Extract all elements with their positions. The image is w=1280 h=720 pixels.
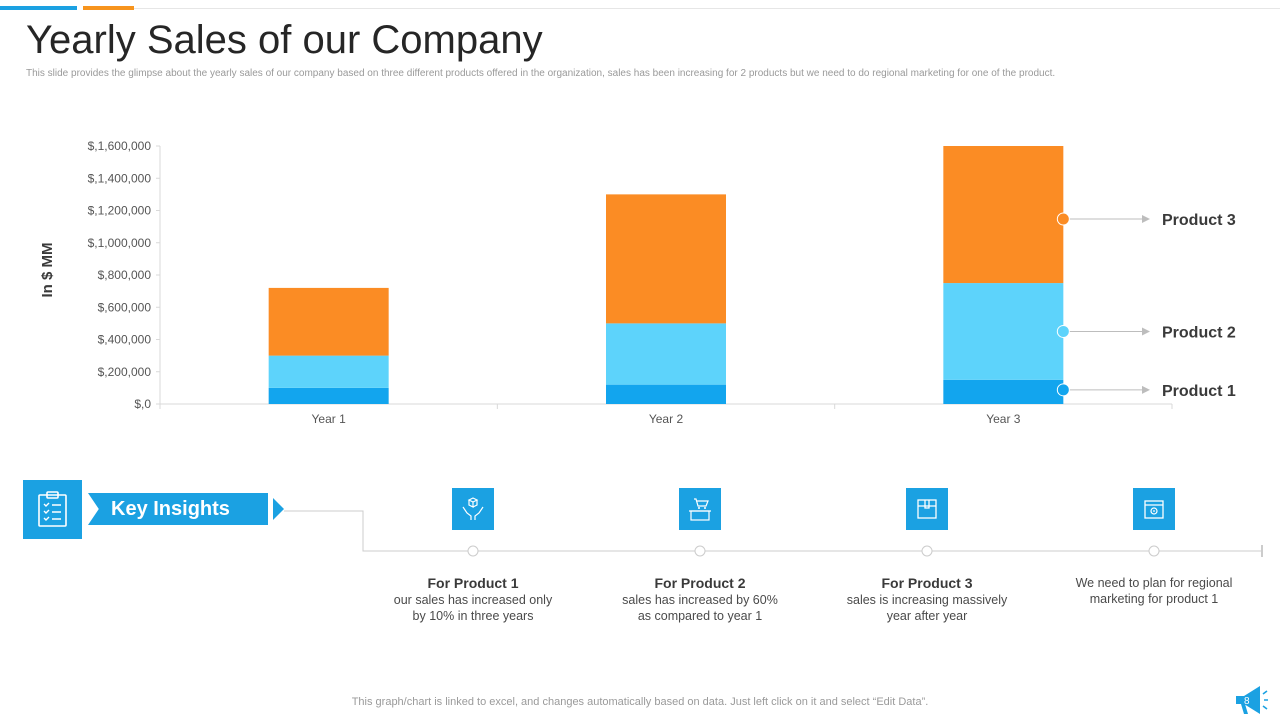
insight-2-icon-box bbox=[679, 488, 721, 530]
insight-1-heading: For Product 1 bbox=[427, 575, 519, 591]
page-number: 8 bbox=[1244, 696, 1250, 707]
y-tick-label: $,1,600,000 bbox=[88, 139, 152, 153]
legend-marker bbox=[1056, 383, 1070, 397]
insight-3-heading: For Product 3 bbox=[881, 575, 973, 591]
bar-product-1-year-1 bbox=[268, 387, 389, 404]
stacked-bar-chart[interactable]: $,0 $,200,000 $,400,000 $,600,000 $,800,000 $… bbox=[0, 0, 1280, 460]
page-title: Yearly Sales of our Company bbox=[26, 18, 543, 62]
legend-arrow bbox=[1142, 215, 1150, 223]
insight-2-text: For Product 2 sales has increased by 60%… bbox=[615, 575, 785, 624]
insight-4-text: We need to plan for regional marketing f… bbox=[1069, 575, 1239, 607]
key-insights-pointer bbox=[273, 498, 284, 520]
bar-product-3-year-1 bbox=[268, 287, 389, 356]
insight-3-text: For Product 3 sales is increasing massiv… bbox=[842, 575, 1012, 624]
y-tick-label: $,800,000 bbox=[98, 268, 152, 282]
package-icon bbox=[917, 499, 937, 519]
bar-product-2-year-1 bbox=[268, 355, 389, 388]
y-axis-title: In $ MM bbox=[39, 243, 56, 298]
x-tick-label: Year 3 bbox=[986, 412, 1021, 426]
y-tick-label: $,0 bbox=[134, 397, 151, 411]
hands-box-icon bbox=[462, 497, 484, 520]
legend-label: Product 3 bbox=[1162, 212, 1236, 229]
insight-4-icon-box bbox=[1133, 488, 1175, 530]
insight-3-icon-box bbox=[906, 488, 948, 530]
y-tick-label: $,600,000 bbox=[98, 300, 152, 314]
legend-arrow bbox=[1142, 385, 1150, 394]
y-tick-label: $,1,000,000 bbox=[88, 236, 152, 250]
x-tick-label: Year 1 bbox=[312, 412, 347, 426]
key-insights-label: Key Insights bbox=[111, 498, 230, 520]
clipboard-checklist-icon bbox=[38, 491, 67, 527]
insight-2-body: sales has increased by 60% as compared t… bbox=[622, 593, 778, 623]
bar-product-1-year-2 bbox=[606, 384, 726, 404]
cart-box-icon bbox=[689, 498, 711, 521]
y-tick-label: $,200,000 bbox=[98, 365, 152, 379]
checklist-icon-box bbox=[23, 480, 82, 539]
bar-product-2-year-2 bbox=[606, 323, 726, 385]
y-tick-label: $,1,400,000 bbox=[88, 171, 152, 185]
legend-label: Product 2 bbox=[1162, 324, 1236, 341]
legend-marker bbox=[1056, 324, 1070, 338]
footer-note: This graph/chart is linked to excel, and… bbox=[351, 696, 929, 708]
store-box-icon bbox=[1144, 500, 1164, 519]
insight-1-icon-box bbox=[452, 488, 494, 530]
y-tick-label: $,1,200,000 bbox=[88, 204, 152, 218]
y-tick-label: $,400,000 bbox=[98, 333, 152, 347]
bar-product-3-year-3 bbox=[943, 146, 1064, 284]
insight-1-body: our sales has increased only by 10% in t… bbox=[393, 593, 553, 623]
bar-product-3-year-2 bbox=[606, 194, 726, 324]
accent-bar-orange bbox=[83, 6, 134, 10]
megaphone-icon bbox=[1236, 686, 1268, 714]
legend-arrow bbox=[1142, 327, 1150, 336]
bar-product-1-year-3 bbox=[943, 379, 1064, 404]
legend-marker bbox=[1056, 212, 1070, 226]
insight-3-body: sales is increasing massively year after… bbox=[846, 593, 1008, 623]
page-subtitle: This slide provides the glimpse about th… bbox=[26, 68, 1056, 79]
insight-1-text: For Product 1 our sales has increased on… bbox=[388, 575, 558, 624]
x-tick-label: Year 2 bbox=[649, 412, 684, 426]
insight-4-body: We need to plan for regional marketing f… bbox=[1075, 576, 1233, 606]
bar-product-2-year-3 bbox=[943, 283, 1064, 380]
legend-label: Product 1 bbox=[1162, 383, 1236, 400]
insight-2-heading: For Product 2 bbox=[654, 575, 746, 591]
accent-bar-blue bbox=[0, 6, 77, 10]
key-insights-banner bbox=[88, 493, 268, 525]
top-divider bbox=[134, 8, 1280, 9]
